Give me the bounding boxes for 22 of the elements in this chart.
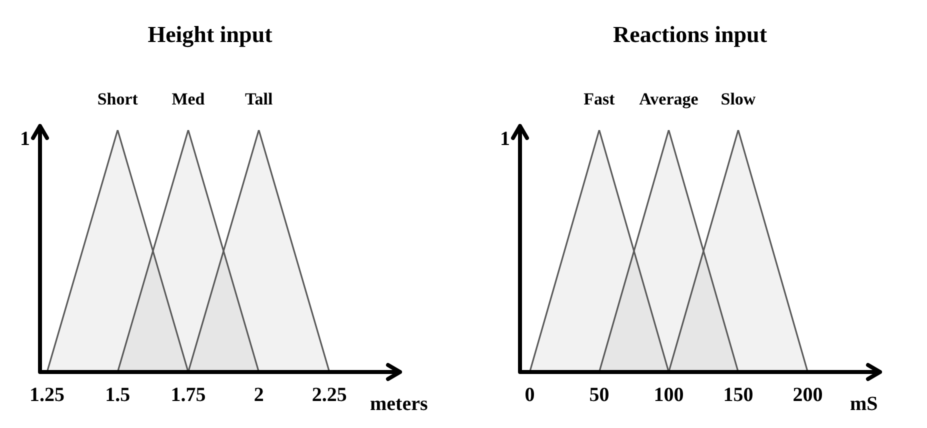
x-tick-label: 2.25 (312, 384, 347, 406)
x-axis-title: meters (370, 393, 428, 416)
x-tick-label: 150 (723, 384, 754, 406)
series-label: Tall (244, 89, 273, 108)
series-label: Average (639, 89, 699, 108)
x-tick-label: 200 (792, 384, 823, 406)
chart-title: Reactions input (613, 22, 768, 47)
x-tick-label: 100 (654, 384, 684, 406)
x-tick-label: 1.5 (105, 384, 130, 406)
x-tick-label: 50 (589, 384, 610, 406)
series-label: Slow (720, 89, 756, 108)
x-tick-label: 1.25 (30, 384, 65, 406)
series-label: Med (172, 89, 206, 108)
x-tick-label: 1.75 (170, 384, 206, 406)
series-label: Fast (584, 89, 616, 108)
series-label: Short (97, 89, 138, 108)
chart-title: Height input (148, 22, 273, 48)
text: 1 (20, 128, 30, 150)
x-axis-title: mS (850, 393, 878, 416)
text: 1 (500, 128, 510, 150)
x-tick-label: 2 (254, 384, 264, 406)
x-tick-label: 0 (524, 384, 535, 406)
